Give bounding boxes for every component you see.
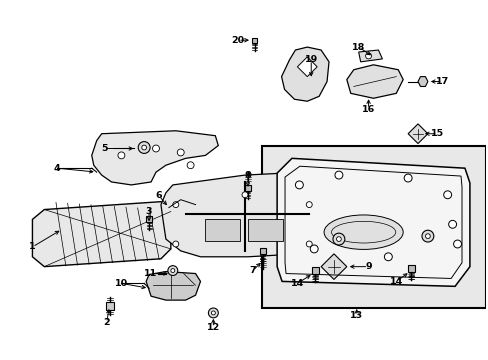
Circle shape [295, 181, 303, 189]
Polygon shape [32, 202, 170, 267]
Circle shape [309, 245, 318, 253]
Bar [247, 219, 282, 241]
Text: 17: 17 [435, 77, 448, 86]
Text: 11: 11 [143, 269, 156, 278]
Text: 14: 14 [389, 277, 402, 286]
Bar [261, 145, 485, 308]
Polygon shape [297, 57, 317, 77]
Bar [311, 267, 318, 274]
Circle shape [172, 241, 179, 247]
Circle shape [447, 220, 456, 228]
Polygon shape [105, 302, 113, 310]
Circle shape [138, 141, 150, 153]
Circle shape [336, 237, 341, 242]
Bar [146, 216, 152, 222]
Text: 9: 9 [365, 262, 371, 271]
Ellipse shape [324, 215, 402, 249]
Circle shape [167, 266, 178, 275]
Circle shape [118, 152, 124, 159]
Circle shape [172, 202, 179, 208]
Text: 6: 6 [155, 191, 162, 200]
Circle shape [365, 53, 371, 59]
Circle shape [453, 240, 461, 248]
Text: 5: 5 [101, 144, 108, 153]
Text: 7: 7 [249, 266, 256, 275]
Polygon shape [281, 47, 328, 101]
Circle shape [177, 149, 184, 156]
Text: 18: 18 [351, 42, 365, 51]
Polygon shape [346, 65, 402, 98]
Polygon shape [417, 77, 427, 86]
Circle shape [404, 174, 411, 182]
Polygon shape [161, 172, 321, 257]
Circle shape [305, 241, 311, 247]
Text: 13: 13 [349, 311, 363, 320]
Circle shape [170, 269, 174, 273]
Circle shape [334, 171, 342, 179]
Text: 8: 8 [244, 171, 251, 180]
Circle shape [208, 308, 218, 318]
Bar [252, 38, 257, 42]
Circle shape [211, 311, 215, 315]
Circle shape [425, 234, 429, 238]
Polygon shape [92, 131, 218, 185]
Text: 3: 3 [145, 207, 152, 216]
Text: 20: 20 [231, 36, 244, 45]
Text: 2: 2 [103, 318, 110, 327]
Circle shape [443, 191, 451, 199]
Polygon shape [407, 124, 427, 144]
Polygon shape [358, 50, 382, 62]
Circle shape [187, 162, 194, 169]
Text: 10: 10 [115, 279, 128, 288]
Circle shape [242, 192, 247, 198]
Bar [259, 248, 265, 254]
Polygon shape [146, 271, 200, 300]
Circle shape [421, 230, 433, 242]
Text: 1: 1 [29, 242, 36, 251]
Text: 15: 15 [430, 129, 444, 138]
Circle shape [305, 202, 311, 208]
Bar [205, 219, 240, 241]
Polygon shape [277, 158, 469, 286]
Bar [244, 185, 250, 191]
Text: 16: 16 [361, 105, 374, 114]
Text: 14: 14 [290, 279, 304, 288]
Text: 12: 12 [206, 323, 220, 332]
Circle shape [332, 233, 344, 245]
Bar [407, 265, 414, 272]
Circle shape [152, 145, 159, 152]
Text: 19: 19 [304, 55, 317, 64]
Circle shape [142, 145, 146, 150]
Text: 4: 4 [54, 164, 61, 173]
Circle shape [384, 253, 391, 261]
Polygon shape [321, 254, 346, 279]
